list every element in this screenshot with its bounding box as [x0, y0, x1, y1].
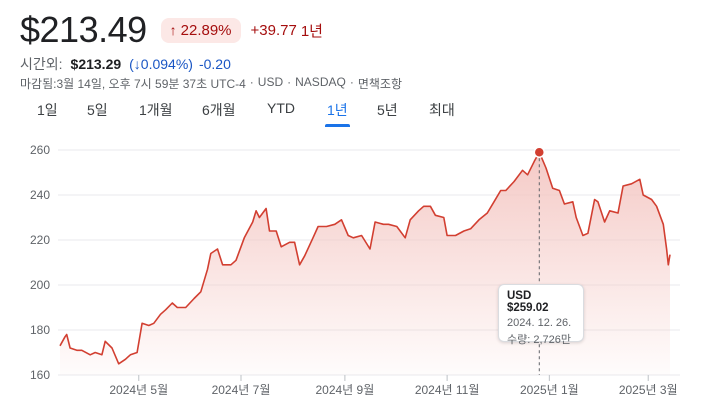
meta-separator: · [249, 75, 254, 89]
hover-tooltip: USD $259.02 2024. 12. 26. 수량: 2,726만 [498, 284, 584, 346]
price-chart-svg[interactable]: 160 180 200 220 240 260 2024년 5월 2024년 7월 2024년 … [0, 130, 703, 419]
x-tick-label: 2024년 7월 [212, 383, 271, 397]
tab-6m[interactable]: 6개월 [202, 102, 236, 118]
y-tick-label: 220 [30, 233, 50, 247]
market-meta: 마감됨:3월 14일, 오후 7시 59분 37초 UTC-4 · USD · … [20, 75, 402, 92]
tab-1m[interactable]: 1개월 [139, 102, 173, 118]
y-tick-label: 260 [30, 143, 50, 157]
tab-5d[interactable]: 5일 [87, 102, 108, 118]
hover-point[interactable] [533, 146, 546, 158]
change-percent: 22.89% [180, 21, 232, 39]
y-tick-label: 240 [30, 188, 50, 202]
disclaimer-link[interactable]: 면책조항 [357, 77, 402, 91]
change-absolute: +39.77 [250, 21, 297, 39]
x-tick-label: 2024년 9월 [315, 383, 374, 397]
arrow-up-icon: ↑ [169, 22, 177, 38]
after-hours-change: -0.20 [198, 56, 231, 72]
change-period: 1년 [300, 22, 323, 40]
price-header: $213.49 ↑ 22.89% +39.77 1년 [20, 8, 323, 52]
x-tick-label: 2024년 11월 [415, 383, 480, 397]
y-tick-label: 180 [30, 323, 50, 337]
tooltip-volume: 수량: 2,726만 [507, 334, 571, 346]
currency: USD [257, 75, 284, 89]
exchange: NASDAQ [295, 75, 346, 89]
after-hours-percent: (↓0.094%) [129, 56, 193, 72]
tab-1y[interactable]: 1년 [325, 102, 350, 127]
meta-separator: · [349, 75, 354, 89]
after-hours-label: 시간외: [20, 56, 63, 72]
meta-separator: · [287, 75, 292, 89]
after-hours-row: 시간외: $213.29 (↓0.094%) -0.20 [20, 54, 231, 74]
change-badge: ↑ 22.89% [160, 17, 241, 43]
x-tick-label: 2025년 1월 [520, 383, 579, 397]
tooltip-price: USD $259.02 [507, 290, 549, 314]
x-tick-label: 2024년 5월 [109, 383, 168, 397]
after-hours-price: $213.29 [70, 56, 122, 72]
tooltip-date: 2024. 12. 26. [507, 317, 572, 329]
close-time: 마감됨:3월 14일, 오후 7시 59분 37초 UTC-4 [20, 77, 246, 91]
tab-1d[interactable]: 1일 [37, 102, 58, 118]
current-price: $213.49 [20, 9, 147, 50]
price-chart[interactable]: 160 180 200 220 240 260 2024년 5월 2024년 7월 2024년 … [0, 130, 703, 419]
y-tick-label: 160 [30, 368, 50, 382]
price-line[interactable] [59, 151, 671, 365]
tab-max[interactable]: 최대 [429, 102, 455, 118]
tab-5y[interactable]: 5년 [377, 102, 398, 118]
tab-ytd[interactable]: YTD [267, 100, 295, 116]
y-tick-label: 200 [30, 278, 50, 292]
x-tick-label: 2025년 3월 [619, 383, 678, 397]
